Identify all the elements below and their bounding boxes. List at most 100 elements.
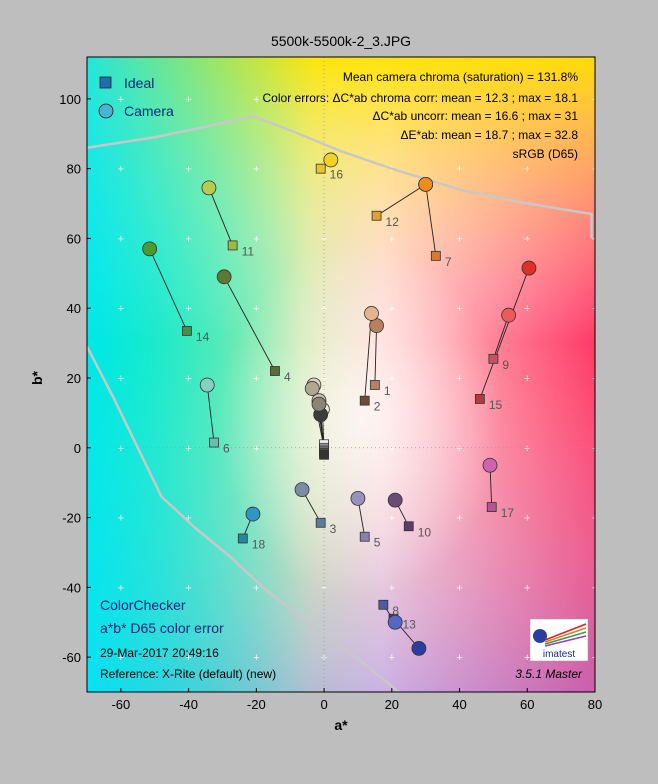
- grid-cross: +: [118, 443, 124, 455]
- grid-cross: +: [185, 582, 191, 594]
- x-tick-label: 40: [452, 697, 466, 712]
- x-tick-label: -60: [111, 697, 130, 712]
- ideal-point-11: [227, 240, 238, 251]
- info-subtitle: a*b* D65 color error: [100, 620, 224, 636]
- x-tick-label: 80: [588, 697, 602, 712]
- camera-point-5: [350, 490, 366, 506]
- y-tick-label: 100: [59, 92, 81, 107]
- grid-cross: +: [185, 443, 191, 455]
- grid-cross: +: [456, 513, 462, 525]
- grid-cross: +: [524, 94, 530, 106]
- legend: Ideal Camera: [98, 75, 174, 119]
- patch-label-10: 10: [418, 525, 432, 539]
- grid-cross: +: [118, 513, 124, 525]
- grid-cross: +: [456, 233, 462, 245]
- gamut-lower-line: [87, 346, 400, 692]
- ideal-point-10: [403, 521, 414, 532]
- legend-ideal-marker: [99, 76, 112, 89]
- camera-point-3: [294, 482, 310, 498]
- grid-cross: +: [321, 582, 327, 594]
- patch-label-9: 9: [502, 358, 509, 372]
- patch-label-16: 16: [330, 168, 344, 182]
- grid-cross: +: [253, 582, 259, 594]
- grid-cross: +: [118, 652, 124, 664]
- patch-label-7: 7: [445, 255, 452, 269]
- ideal-point-17: [486, 502, 497, 512]
- ideal-point-16: [315, 163, 326, 174]
- grid-cross: +: [592, 233, 598, 245]
- ideal-point-1: [369, 380, 380, 390]
- grid-cross: +: [592, 652, 598, 664]
- plot-frame: [86, 56, 596, 693]
- grid-cross: +: [524, 373, 530, 385]
- legend-camera-marker: [98, 103, 114, 119]
- grid-cross: +: [456, 303, 462, 315]
- plot-area: + + + + + + + + + + + + + + + + + + + + + + + + + + + + + + + + + + + + + + + +…: [87, 57, 598, 692]
- grid-cross: +: [185, 652, 191, 664]
- camera-point-12: [418, 176, 434, 192]
- x-tick-label: 0: [320, 697, 327, 712]
- error-line-15: [479, 267, 530, 400]
- camera-point-11: [201, 180, 217, 196]
- grid-cross: +: [118, 303, 124, 315]
- grid-cross: +: [253, 373, 259, 385]
- y-tick-label: -60: [62, 650, 81, 665]
- ideal-point-8: [378, 599, 389, 610]
- patch-label-15: 15: [489, 398, 503, 412]
- grid-cross: +: [321, 652, 327, 664]
- camera-point-10: [387, 492, 403, 508]
- grid-cross: +: [456, 582, 462, 594]
- grid-cross: +: [185, 94, 191, 106]
- grid-cross: +: [185, 373, 191, 385]
- patch-label-1: 1: [384, 384, 391, 398]
- x-axis-label: a*: [334, 717, 348, 733]
- patch-label-8: 8: [392, 604, 399, 618]
- grid-cross: +: [592, 164, 598, 176]
- camera-point-6: [199, 377, 215, 393]
- info-reference: Reference: X-Rite (default) (new): [100, 667, 276, 681]
- camera-point-17: [482, 457, 498, 473]
- x-tick-label: 20: [385, 697, 399, 712]
- camera-point-24: [311, 396, 327, 412]
- ideal-point-14: [182, 325, 192, 336]
- ideal-point-24: [319, 449, 329, 460]
- grid-cross: +: [592, 582, 598, 594]
- grid-cross: +: [524, 513, 530, 525]
- grid-cross: +: [524, 652, 530, 664]
- ideal-point-12: [371, 210, 382, 221]
- ideal-point-15: [474, 394, 485, 404]
- grid-cross: +: [321, 373, 327, 385]
- grid-cross: +: [592, 303, 598, 315]
- grid-cross: +: [389, 652, 395, 664]
- color-background-center: [87, 57, 595, 692]
- grid-cross: +: [456, 652, 462, 664]
- ideal-point-5: [359, 531, 370, 542]
- patch-label-2: 2: [374, 400, 381, 414]
- legend-ideal-label: Ideal: [124, 75, 154, 91]
- camera-point-14: [142, 241, 158, 257]
- y-tick-label: -40: [62, 580, 81, 595]
- grid-cross: +: [389, 513, 395, 525]
- patch-label-13: 13: [402, 618, 416, 632]
- grid-cross: +: [118, 373, 124, 385]
- stats-chroma-corr: Color errors: ΔC*ab chroma corr: mean = …: [263, 91, 579, 105]
- info-date: 29-Mar-2017 20:49:16: [100, 646, 219, 660]
- grid-cross: +: [253, 164, 259, 176]
- error-line-4: [223, 276, 276, 372]
- legend-camera-label: Camera: [124, 103, 174, 119]
- info-block: ColorChecker a*b* D65 color error 29-Mar…: [100, 597, 583, 681]
- stats-delta-e: ΔE*ab: mean = 18.7 ; max = 32.8: [401, 128, 579, 142]
- x-tick-label: -20: [247, 697, 266, 712]
- grid-cross: +: [253, 652, 259, 664]
- stats-block: Mean camera chroma (saturation) = 131.8%…: [263, 70, 579, 161]
- chart-title: 5500k-5500k-2_3.JPG: [271, 33, 411, 49]
- grid-cross: +: [456, 164, 462, 176]
- camera-point-4: [216, 269, 232, 285]
- ideal-point-9: [488, 353, 499, 364]
- ideal-point-18: [237, 533, 248, 544]
- grid-cross: +: [118, 582, 124, 594]
- grid-cross: +: [524, 443, 530, 455]
- info-name: ColorChecker: [100, 597, 186, 613]
- ideal-point-2: [359, 395, 370, 406]
